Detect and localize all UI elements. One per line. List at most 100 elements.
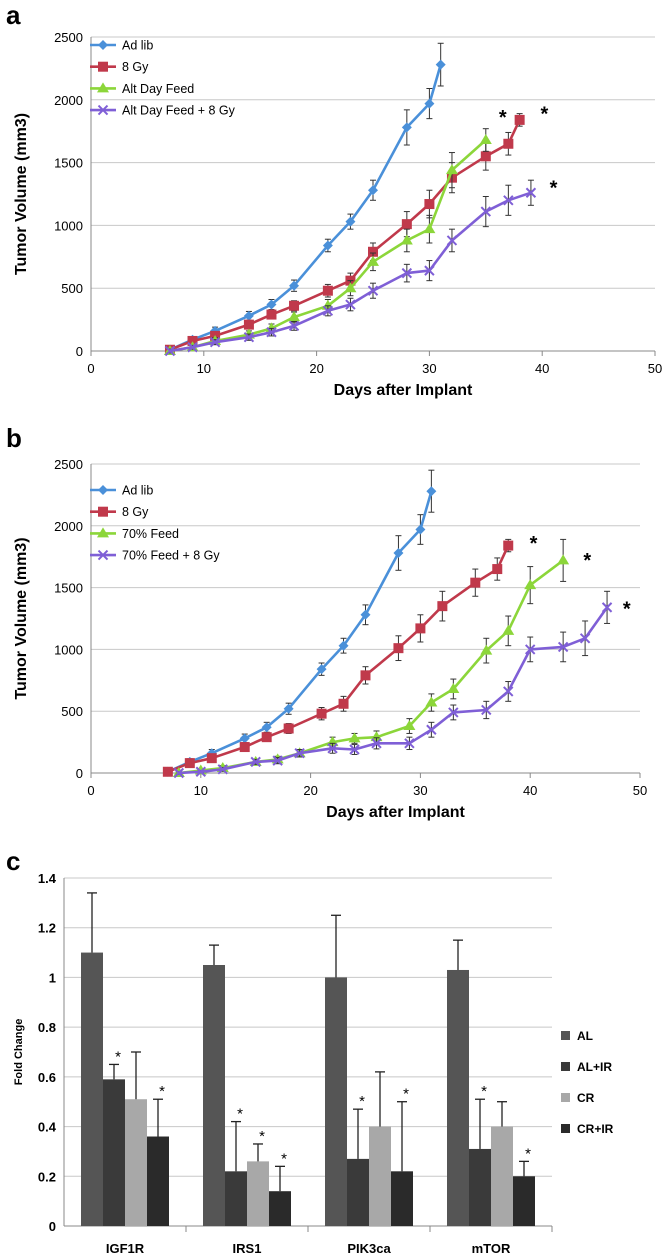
data-point [370, 731, 383, 742]
data-point [243, 319, 254, 330]
y-tick-label: 1 [49, 970, 56, 985]
data-point [322, 240, 333, 251]
data-point [187, 335, 198, 346]
bar [203, 965, 225, 1226]
x-tick-label: mTOR [472, 1241, 511, 1256]
significance-star: * [583, 550, 591, 572]
data-point [288, 311, 301, 322]
series-0 [164, 42, 446, 355]
legend-swatch [561, 1031, 570, 1040]
legend-label: AL+IR [577, 1060, 612, 1074]
data-point [424, 265, 435, 276]
data-point [400, 234, 413, 245]
data-point [393, 547, 404, 558]
bar [247, 1161, 269, 1226]
y-axis-title: Tumor Volume (mm3) [13, 537, 30, 699]
y-tick-label: 1000 [54, 218, 83, 233]
significance-star: * [623, 598, 631, 620]
data-point [217, 764, 228, 775]
y-tick-label: 0 [76, 344, 83, 359]
data-point [338, 640, 349, 651]
data-point [502, 624, 515, 635]
data-point [514, 114, 525, 125]
significance-star: * [481, 1083, 487, 1100]
data-point [209, 337, 221, 348]
significance-star: * [359, 1093, 365, 1110]
bar [325, 977, 347, 1226]
significance-star: * [530, 533, 538, 555]
legend-label: Ad lib [122, 39, 153, 53]
bar-group: ** [325, 914, 413, 1226]
data-point [601, 602, 613, 613]
legend-label: Alt Day Feed [122, 82, 194, 96]
bar [147, 1136, 169, 1226]
bar [125, 1099, 147, 1226]
y-tick-label: 2000 [54, 519, 83, 534]
legend-label: CR+IR [577, 1122, 614, 1136]
legend-swatch [561, 1093, 570, 1102]
bar [513, 1176, 535, 1226]
data-point [367, 255, 379, 266]
legend-marker [97, 104, 109, 116]
x-tick-label: 20 [303, 783, 317, 798]
y-tick-label: 0.4 [38, 1120, 57, 1135]
data-point [316, 664, 327, 675]
data-point [360, 609, 371, 620]
series-1 [162, 538, 514, 777]
data-point [368, 246, 378, 257]
significance-star: * [403, 1086, 409, 1103]
data-point [446, 235, 458, 246]
data-point [239, 742, 250, 753]
data-point [579, 633, 591, 644]
data-point [447, 682, 460, 693]
series-line [178, 606, 609, 775]
data-point [261, 722, 272, 733]
data-point [239, 733, 250, 744]
bar [491, 1126, 513, 1226]
data-point [403, 720, 416, 731]
x-tick-label: 0 [87, 783, 94, 798]
series-line [167, 490, 433, 773]
data-point [289, 280, 300, 291]
data-point [164, 345, 176, 357]
legend-label: 70% Feed [122, 527, 179, 541]
data-point [503, 138, 514, 149]
significance-star: * [159, 1083, 165, 1100]
data-point [367, 285, 379, 296]
data-point [349, 744, 360, 755]
legend-marker [97, 527, 109, 538]
series-2 [172, 538, 570, 777]
data-point [445, 164, 458, 175]
legend-swatch [561, 1124, 570, 1133]
series-line [169, 119, 521, 351]
significance-star: * [550, 177, 558, 199]
x-tick-label: 10 [194, 783, 208, 798]
data-point [448, 707, 459, 718]
data-point [243, 310, 254, 321]
data-point [322, 305, 334, 317]
data-point [524, 644, 536, 655]
data-point [360, 670, 371, 681]
data-point [426, 486, 437, 497]
panel-b: b 0 500 1000 1500 2000 2500 0 10 20 30 40 50 Days aft… [6, 423, 647, 821]
legend-label: Ad lib [122, 484, 153, 498]
data-point [266, 309, 277, 320]
x-tick-label: 30 [413, 783, 427, 798]
data-point [481, 704, 492, 716]
data-point [266, 299, 277, 310]
significance-star: * [541, 103, 549, 125]
data-point [283, 723, 294, 734]
x-tick-label: 40 [523, 783, 537, 798]
data-point [371, 738, 382, 749]
data-point [288, 320, 300, 332]
data-point [480, 151, 491, 162]
x-tick-label: 30 [422, 361, 436, 376]
data-point [345, 299, 356, 310]
data-point [479, 133, 492, 144]
data-point [173, 767, 185, 779]
series-1 [164, 113, 525, 355]
data-point [261, 732, 272, 743]
data-point [424, 98, 435, 109]
data-point [348, 732, 361, 743]
